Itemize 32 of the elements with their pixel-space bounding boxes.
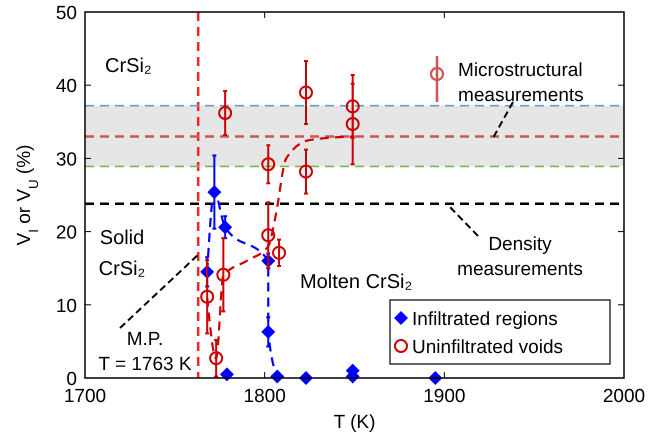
- point: [261, 324, 276, 339]
- point: [346, 99, 360, 114]
- y-tick-label: 50: [56, 3, 77, 24]
- legend-label: Infiltrated regions: [412, 309, 558, 330]
- point: [220, 367, 234, 382]
- point: [209, 351, 224, 366]
- point: [298, 86, 313, 100]
- point: [218, 106, 232, 120]
- annotation: CrSi₂: [105, 55, 152, 77]
- y-tick-label: 20: [56, 222, 77, 244]
- legend-label: Microstructural measurements: [458, 60, 584, 106]
- annotation: Molten CrSi₂: [300, 271, 412, 293]
- y-tick-label: 40: [56, 76, 77, 98]
- point: [200, 290, 214, 304]
- x-axis-title: T (K): [334, 412, 376, 433]
- point: [346, 116, 360, 131]
- point: [216, 268, 230, 282]
- point: [261, 157, 276, 172]
- point: [218, 220, 232, 234]
- ref-line-label: M.P. T = 1763 K: [98, 329, 192, 375]
- x-tick-label: 1900: [423, 386, 466, 407]
- y-tick-label: 30: [56, 149, 77, 170]
- point: [298, 164, 313, 179]
- x-tick-label: 2000: [602, 386, 646, 407]
- x-tick-label: 1800: [244, 386, 286, 407]
- legend-label: Uninfiltrated voids: [412, 337, 564, 358]
- point: [207, 185, 222, 200]
- point: [272, 246, 286, 260]
- y-tick-label: 10: [56, 296, 77, 317]
- ref-line-label: Density measurements: [457, 234, 583, 280]
- annotation: Solid CrSi₂: [98, 227, 146, 280]
- point: [261, 228, 276, 242]
